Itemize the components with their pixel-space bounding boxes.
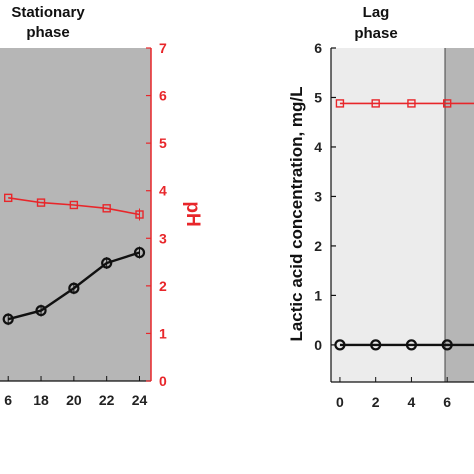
left-x-tick-label-4: 24: [132, 392, 148, 408]
left-right-tick-label-4: 4: [159, 183, 167, 199]
left-right-tick-label-1: 1: [159, 325, 167, 341]
left-x-ticks: 6 18 20 22 24: [4, 376, 148, 408]
left-right-tick-label-2: 2: [159, 278, 167, 294]
series-left-1-point-3: [101, 257, 113, 269]
left-x-tick-label-1: 18: [33, 392, 49, 408]
left-right-tick-label-6: 6: [159, 88, 167, 104]
left-x-tick-label-0: 6: [4, 392, 12, 408]
left-x-tick-label-3: 22: [99, 392, 115, 408]
series-left-0-point-0: [4, 193, 13, 203]
series-left-0-point-1: [36, 198, 46, 207]
right-y-axis-title: Lactic acid concentration, mg/L: [287, 86, 306, 341]
series-right-1-point-0: [334, 339, 346, 351]
right-y-tick-label-6: 6: [314, 40, 322, 56]
left-right-axis-title: pH: [182, 201, 203, 226]
left-right-tick-label-5: 5: [159, 135, 167, 151]
right-x-tick-label-2: 4: [408, 394, 416, 410]
right-y-tick-label-4: 4: [314, 139, 322, 155]
series-left-0-point-3: [102, 204, 111, 213]
series-left-0-point-4: [135, 210, 144, 219]
series-right-0-point-0: [335, 99, 345, 108]
series-right-1-point-3: [441, 339, 453, 351]
right-y-tick-label-2: 2: [314, 238, 322, 254]
left-right-tick-label-0: 0: [159, 373, 167, 389]
right-series: [334, 99, 474, 351]
series-right-1-point-1: [370, 339, 382, 351]
left-plot-area: [0, 48, 151, 381]
series-right-1-point-2: [405, 339, 418, 351]
series-right-0-point-2: [407, 99, 416, 108]
right-panel: Lag phase Lactic acid concentration, mg/…: [287, 4, 474, 410]
right-y-tick-label-1: 1: [314, 287, 322, 303]
right-phase-label-line1: Lag: [363, 4, 390, 21]
series-left-1-point-4: [133, 246, 146, 259]
right-x-ticks: 0 2 4 6: [336, 377, 451, 410]
series-left-0-point-2: [69, 200, 79, 210]
right-y-tick-label-0: 0: [314, 337, 322, 353]
series-right-0-point-1: [371, 99, 380, 108]
left-right-ticks: 0 1 2 3 4 5 6 7: [146, 40, 167, 389]
right-x-tick-label-3: 6: [443, 394, 451, 410]
right-y-tick-label-5: 5: [314, 89, 322, 105]
series-left-0-line: [8, 197, 140, 216]
series-left-1-point-0: [2, 313, 14, 325]
right-y-ticks: 0 1 2 3 4 5 6: [314, 40, 336, 353]
series-right-0-point-3: [442, 99, 452, 108]
left-series: [2, 193, 146, 326]
left-phase-label-line2: phase: [26, 24, 69, 41]
left-x-tick-label-2: 20: [66, 392, 82, 408]
right-x-tick-label-0: 0: [336, 394, 344, 410]
right-next-phase-region: [445, 48, 474, 382]
series-left-1-point-1: [35, 304, 47, 317]
series-left-1-line: [7, 251, 140, 321]
right-x-tick-label-1: 2: [372, 394, 380, 410]
left-phase-label-line1: Stationary: [11, 4, 85, 21]
right-phase-label-line2: phase: [354, 25, 397, 42]
left-right-tick-label-7: 7: [159, 40, 167, 56]
series-left-1-point-2: [68, 282, 80, 294]
right-y-tick-label-3: 3: [314, 188, 322, 204]
left-right-tick-label-3: 3: [159, 230, 167, 246]
left-panel: Stationary phase pH 6 18 20 22 24 0 1 2 3 4 5 6 7: [0, 4, 203, 408]
